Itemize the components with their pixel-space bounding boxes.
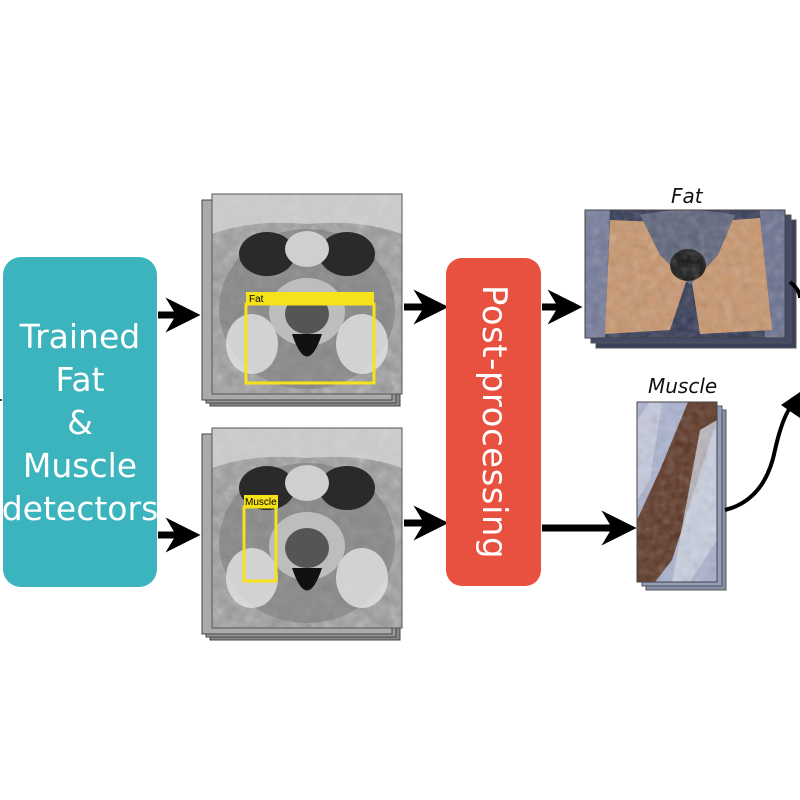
muscle-output-caption: Muscle	[648, 374, 718, 398]
muscle-label-bar	[244, 495, 278, 508]
fat-output-image	[584, 209, 786, 339]
fat-label-bar	[246, 292, 374, 305]
muscle-exit-curve	[724, 396, 800, 512]
fat-output-caption: Fat	[671, 184, 703, 208]
detector-line-1: Trained	[19, 316, 141, 356]
exit-arrowhead	[781, 392, 800, 418]
trained-detectors-box: Trained Fat & Muscle detectors	[1, 257, 159, 587]
fat-box-label: Fat	[249, 294, 264, 305]
detector-line-4: Muscle	[22, 445, 138, 485]
detector-line-2: Fat	[55, 359, 105, 399]
fat-output-stack	[584, 209, 797, 349]
mri-stack-top: Fat	[201, 194, 402, 407]
arrows	[158, 289, 637, 553]
detector-line-3: &	[67, 402, 93, 442]
muscle-output-stack	[636, 401, 727, 591]
post-processing-label: Post-processing	[473, 284, 514, 560]
mri-stack-bottom: Muscle	[201, 428, 402, 641]
post-processing-box: Post-processing	[446, 258, 541, 586]
muscle-box-label: Muscle	[245, 497, 277, 508]
mri-slice-bottom	[212, 428, 402, 628]
muscle-output-image	[636, 401, 718, 583]
detector-line-5: detectors	[1, 488, 159, 528]
